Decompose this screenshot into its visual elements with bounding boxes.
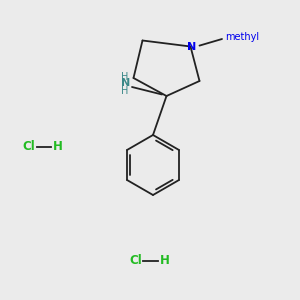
- Text: Cl: Cl: [129, 254, 142, 268]
- Text: H: H: [53, 140, 63, 154]
- Text: H: H: [121, 72, 128, 82]
- Text: N: N: [122, 78, 130, 88]
- Text: methyl: methyl: [225, 32, 259, 43]
- Text: H: H: [160, 254, 170, 268]
- Text: N: N: [188, 41, 196, 52]
- Text: H: H: [121, 86, 128, 96]
- Text: Cl: Cl: [22, 140, 35, 154]
